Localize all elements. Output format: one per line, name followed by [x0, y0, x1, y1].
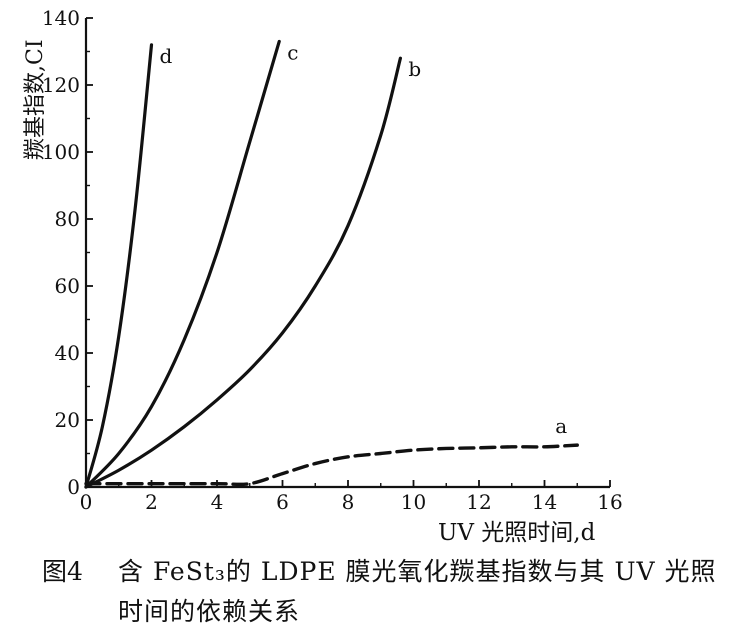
y-axis-label: 羰基指数,CI: [23, 39, 48, 160]
series-label-c: c: [287, 40, 298, 64]
y-tick-label: 120: [42, 73, 80, 97]
chart-ticks: 0 2 4 6 8 10 12 14 16 0 20 40 60 80 100 120 140: [42, 6, 623, 514]
x-tick-label: 6: [276, 490, 289, 514]
x-tick-label: 12: [466, 490, 491, 514]
x-tick-label: 2: [145, 490, 158, 514]
x-tick-label: 10: [401, 490, 426, 514]
x-tick-label: 4: [211, 490, 224, 514]
x-axis-label: UV 光照时间,d: [438, 520, 596, 545]
x-tick-label: 0: [80, 490, 93, 514]
series-line-c: [84, 39, 281, 489]
series-label-b: b: [408, 57, 421, 81]
x-tick-label: 16: [597, 490, 622, 514]
series-label-d: d: [160, 44, 173, 68]
series-label-a: a: [555, 414, 567, 438]
chart-series: [84, 39, 579, 489]
chart-figure: 0 2 4 6 8 10 12 14 16 0 20 40 60 80 100 120 140 a b c d UV …: [23, 6, 623, 545]
y-tick-label: 140: [42, 6, 80, 30]
series-line-a: [84, 443, 579, 487]
x-tick-label: 8: [342, 490, 355, 514]
chart-series-labels: a b c d: [160, 40, 568, 438]
y-tick-label: 60: [55, 274, 80, 298]
figure-caption-line1: 含 FeSt₃的 LDPE 膜光氧化羰基指数与其 UV 光照: [118, 557, 717, 586]
figure-number: 图4: [42, 557, 83, 586]
y-tick-label: 20: [55, 408, 80, 432]
y-tick-label: 100: [42, 140, 80, 164]
x-tick-label: 14: [532, 490, 557, 514]
y-tick-label: 0: [67, 475, 80, 499]
y-tick-label: 80: [55, 207, 80, 231]
series-line-d: [84, 43, 154, 489]
y-tick-label: 40: [55, 341, 80, 365]
chart-axes: [84, 18, 610, 489]
series-line-b: [84, 56, 402, 489]
figure-caption-line2: 时间的依赖关系: [118, 597, 301, 626]
